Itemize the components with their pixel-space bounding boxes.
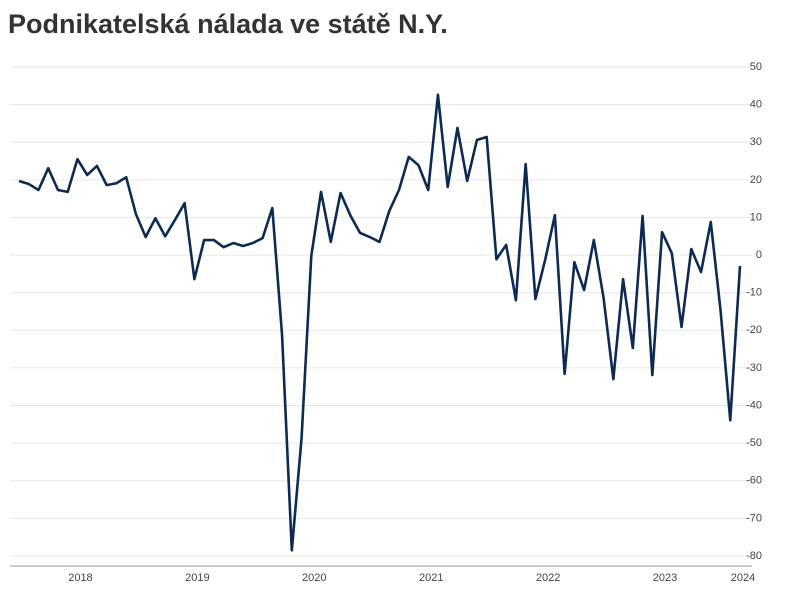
y-tick-label: -30: [746, 362, 762, 374]
x-tick-label: 2023: [653, 572, 677, 584]
x-tick-label: 2018: [68, 572, 92, 584]
y-tick-label: -20: [746, 324, 762, 336]
x-tick-label: 2022: [536, 572, 560, 584]
y-tick-label: 50: [750, 61, 762, 73]
y-tick-label: 10: [750, 211, 762, 223]
x-tick-label: 2019: [185, 572, 209, 584]
y-tick-label: -80: [746, 550, 762, 562]
y-tick-label: -70: [746, 512, 762, 524]
y-tick-label: -50: [746, 437, 762, 449]
data-line: [18, 93, 742, 552]
y-tick-label: 30: [750, 136, 762, 148]
y-tick-label: 40: [750, 99, 762, 111]
y-tick-label: 20: [750, 174, 762, 186]
x-tick-label: 2021: [419, 572, 443, 584]
y-tick-label: -40: [746, 399, 762, 411]
y-tick-label: -60: [746, 475, 762, 487]
y-tick-label: 0: [756, 249, 762, 261]
y-tick-label: -10: [746, 287, 762, 299]
x-tick-label: 2024: [731, 572, 755, 584]
x-tick-label: 2020: [302, 572, 326, 584]
chart-title: Podnikatelská nálada ve státě N.Y.: [8, 9, 448, 39]
